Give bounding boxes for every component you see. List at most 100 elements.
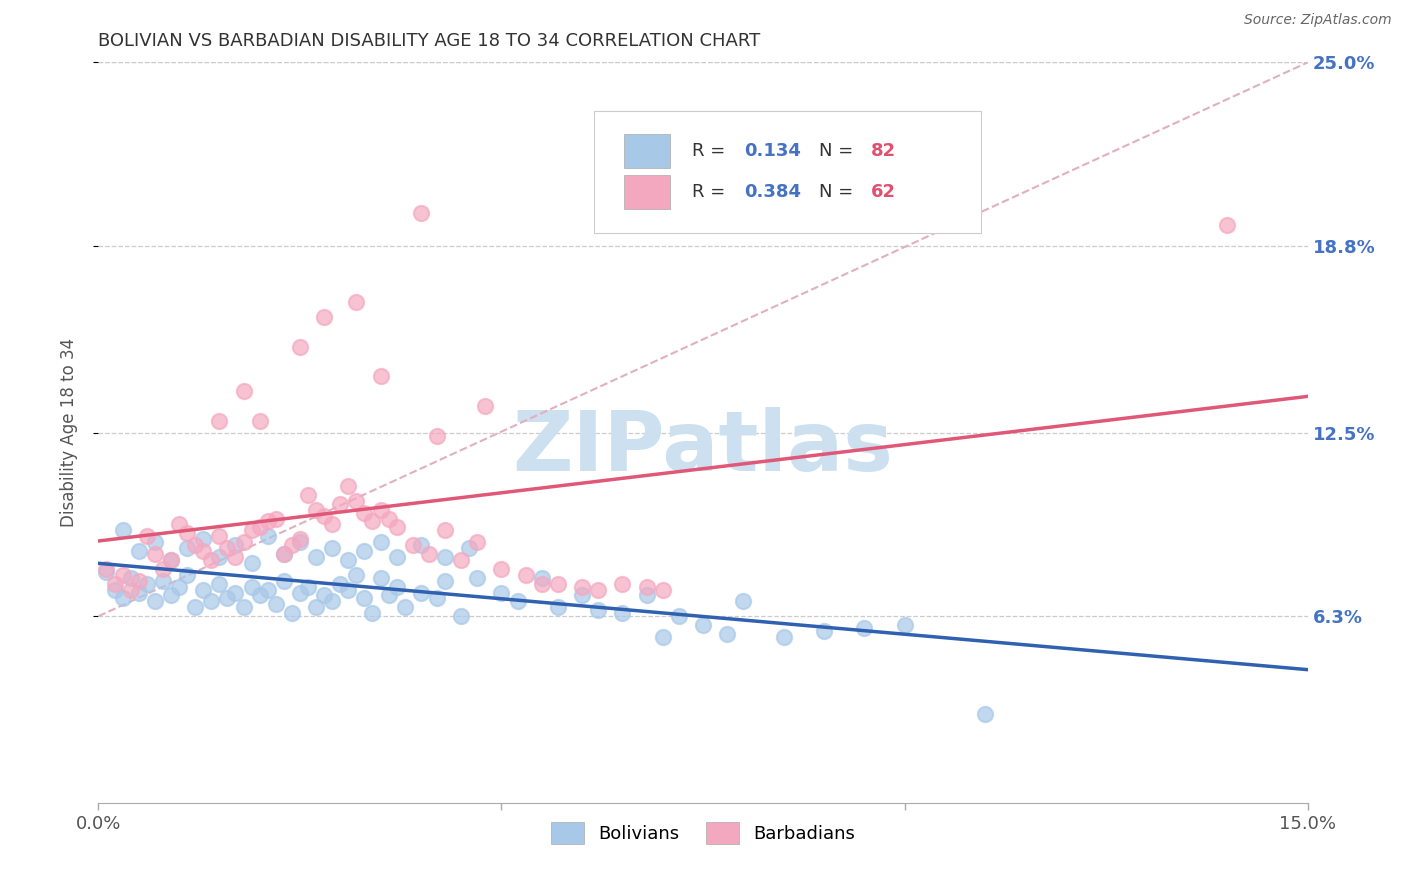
Text: 82: 82: [872, 142, 896, 160]
Point: [297, 580, 319, 594]
Point: [426, 591, 449, 606]
Point: [344, 493, 367, 508]
Point: [612, 576, 634, 591]
Point: [273, 574, 295, 588]
Legend: Bolivians, Barbadians: Bolivians, Barbadians: [541, 813, 865, 853]
Text: 0.384: 0.384: [744, 183, 801, 201]
Point: [337, 582, 360, 597]
Point: [135, 529, 157, 543]
Point: [530, 576, 553, 591]
Point: [128, 544, 150, 558]
Point: [668, 609, 690, 624]
Point: [321, 541, 343, 555]
Point: [733, 594, 755, 608]
Point: [321, 594, 343, 608]
Point: [96, 565, 118, 579]
Point: [128, 585, 150, 599]
Point: [409, 206, 432, 220]
Point: [288, 533, 311, 547]
Point: [176, 541, 198, 555]
Y-axis label: Disability Age 18 to 34: Disability Age 18 to 34: [59, 338, 77, 527]
Point: [240, 524, 263, 538]
Point: [264, 598, 287, 612]
Text: R =: R =: [692, 142, 731, 160]
Point: [370, 502, 392, 516]
Point: [143, 594, 166, 608]
Point: [853, 621, 876, 635]
Point: [651, 582, 673, 597]
Point: [353, 506, 375, 520]
Point: [167, 517, 190, 532]
Point: [586, 603, 609, 617]
Point: [249, 414, 271, 428]
Point: [143, 547, 166, 561]
Point: [426, 428, 449, 442]
Point: [1216, 219, 1239, 233]
Point: [402, 538, 425, 552]
Point: [361, 607, 384, 621]
Point: [434, 549, 457, 564]
Point: [434, 524, 457, 538]
Point: [193, 544, 215, 558]
Text: Source: ZipAtlas.com: Source: ZipAtlas.com: [1244, 13, 1392, 28]
Point: [143, 535, 166, 549]
Point: [184, 600, 207, 615]
Point: [893, 618, 915, 632]
Point: [314, 508, 336, 523]
Text: BOLIVIAN VS BARBADIAN DISABILITY AGE 18 TO 34 CORRELATION CHART: BOLIVIAN VS BARBADIAN DISABILITY AGE 18 …: [98, 32, 761, 50]
Point: [264, 511, 287, 525]
Point: [256, 515, 278, 529]
Point: [377, 589, 399, 603]
Point: [434, 574, 457, 588]
Point: [160, 553, 183, 567]
Point: [240, 580, 263, 594]
Point: [353, 591, 375, 606]
Point: [716, 627, 738, 641]
Point: [288, 535, 311, 549]
FancyBboxPatch shape: [624, 134, 671, 168]
Point: [208, 576, 231, 591]
FancyBboxPatch shape: [595, 111, 981, 233]
Point: [385, 580, 408, 594]
Point: [152, 574, 174, 588]
Text: 0.134: 0.134: [744, 142, 801, 160]
Point: [288, 585, 311, 599]
Point: [418, 547, 440, 561]
Point: [772, 630, 794, 644]
Point: [491, 562, 513, 576]
Point: [370, 571, 392, 585]
Point: [377, 511, 399, 525]
Point: [232, 384, 254, 399]
Point: [458, 541, 481, 555]
Point: [571, 580, 593, 594]
Point: [329, 497, 352, 511]
Point: [184, 538, 207, 552]
Point: [385, 549, 408, 564]
Point: [636, 589, 658, 603]
Point: [465, 535, 488, 549]
Point: [120, 582, 142, 597]
Point: [337, 479, 360, 493]
Point: [111, 591, 134, 606]
Point: [273, 547, 295, 561]
Point: [208, 549, 231, 564]
Point: [217, 591, 239, 606]
Point: [128, 574, 150, 588]
Point: [571, 589, 593, 603]
Point: [96, 562, 118, 576]
Point: [111, 567, 134, 582]
Point: [208, 414, 231, 428]
Point: [344, 567, 367, 582]
Point: [337, 553, 360, 567]
Point: [409, 538, 432, 552]
FancyBboxPatch shape: [624, 175, 671, 209]
Point: [361, 515, 384, 529]
Point: [409, 585, 432, 599]
Point: [612, 607, 634, 621]
Point: [370, 369, 392, 384]
Point: [344, 295, 367, 310]
Point: [491, 585, 513, 599]
Point: [120, 571, 142, 585]
Point: [305, 502, 328, 516]
Point: [353, 544, 375, 558]
